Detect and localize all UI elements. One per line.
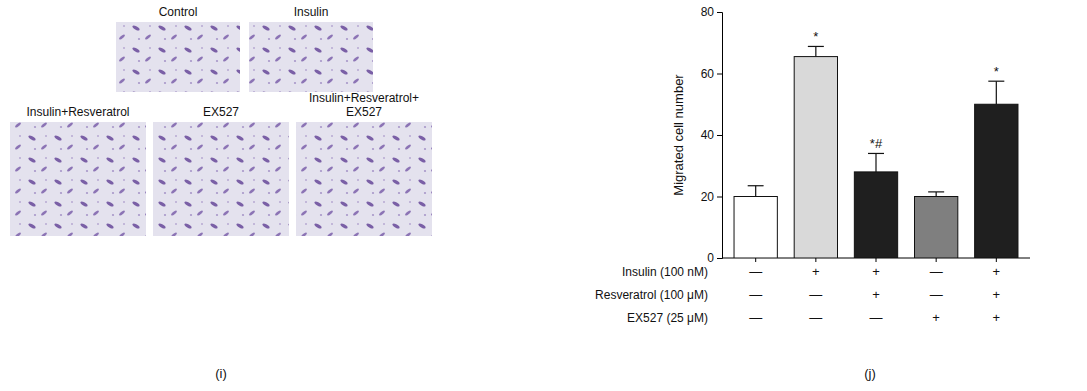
error-cap <box>988 81 1004 82</box>
micrograph <box>116 22 240 92</box>
image-panel: Control Insulin Insulin+Resveratrol EX527 In… <box>10 5 432 236</box>
error-cap <box>808 46 824 47</box>
plot-area <box>734 46 1018 258</box>
y-tick-label: 20 <box>701 190 715 204</box>
image-caption: Insulin+Resveratrol <box>26 105 129 119</box>
x-tick <box>815 258 816 262</box>
image-caption: Insulin+Resveratrol+EX527 <box>309 91 419 119</box>
y-tick-label: 60 <box>701 67 715 81</box>
y-tick-mark <box>717 258 722 259</box>
treatment-mark: — <box>930 264 943 279</box>
error-whisker <box>815 46 816 56</box>
x-tick <box>755 258 756 262</box>
panel-label: (j) <box>864 366 876 381</box>
y-tick-label: 0 <box>707 251 714 265</box>
treatment-mark: — <box>749 310 762 325</box>
treatment-mark: + <box>932 310 940 325</box>
y-tick: 20 <box>701 190 722 204</box>
treatment-mark: — <box>870 310 883 325</box>
error-whisker <box>996 81 997 104</box>
annotations: * *# * <box>813 29 999 151</box>
significance-mark: *# <box>870 136 883 151</box>
error-whisker <box>755 186 756 197</box>
error-bar <box>868 153 884 171</box>
y-tick-mark <box>717 135 722 136</box>
error-cap <box>748 185 764 186</box>
x-tick <box>936 258 937 262</box>
y-tick-label: 80 <box>701 5 715 19</box>
error-bar <box>928 192 944 197</box>
x-tick-mark <box>815 258 816 262</box>
error-bar <box>808 46 824 56</box>
y-axis: 0 20 40 60 80 <box>701 5 723 265</box>
x-tick-mark <box>996 258 997 262</box>
treatment-mark: + <box>993 310 1001 325</box>
error-whisker <box>936 192 937 197</box>
treatment-mark: — <box>809 310 822 325</box>
y-tick-mark <box>717 12 722 13</box>
y-axis-title: Migrated cell number <box>671 74 686 196</box>
treatment-mark: + <box>872 264 880 279</box>
y-axis-line <box>717 13 723 259</box>
significance-mark: * <box>994 64 999 79</box>
bar <box>794 57 837 258</box>
error-bar <box>748 186 764 197</box>
bar <box>975 104 1018 258</box>
figure: Control Insulin Insulin+Resveratrol EX527 In… <box>0 0 1087 391</box>
y-tick-mark <box>717 74 722 75</box>
treatment-mark: — <box>930 287 943 302</box>
image-caption: EX527 <box>203 105 239 119</box>
bar <box>915 197 958 259</box>
treatment-name: Resveratrol (100 μM) <box>595 288 708 302</box>
error-cap <box>928 191 944 192</box>
treatment-mark: — <box>749 264 762 279</box>
y-tick: 60 <box>701 67 722 81</box>
error-whisker <box>875 153 876 171</box>
y-tick: 80 <box>701 5 722 19</box>
error-bar <box>988 81 1004 104</box>
y-tick: 40 <box>701 128 722 142</box>
bar <box>854 172 897 258</box>
x-tick <box>876 258 877 262</box>
x-tick-mark <box>755 258 756 262</box>
micrograph <box>296 122 432 236</box>
error-cap <box>868 153 884 154</box>
x-tick <box>996 258 997 262</box>
micrograph <box>249 22 373 92</box>
micrograph <box>10 122 146 236</box>
treatment-mark: — <box>749 287 762 302</box>
treatment-mark: + <box>872 287 880 302</box>
treatment-name: Insulin (100 nM) <box>622 265 708 279</box>
treatment-mark: + <box>993 264 1001 279</box>
micrograph <box>153 122 289 236</box>
treatment-name: EX527 (25 μM) <box>627 311 708 325</box>
image-caption: Insulin <box>294 5 329 19</box>
y-tick-label: 40 <box>701 128 715 142</box>
image-caption: Control <box>159 5 198 19</box>
y-tick: 0 <box>707 251 722 265</box>
bar <box>734 197 777 259</box>
panel-label: (i) <box>215 366 227 381</box>
x-axis <box>722 258 1030 262</box>
treatment-mark: — <box>809 287 822 302</box>
treatment-table: Insulin (100 nM) — + + — + Resveratrol (100 μM… <box>595 264 1000 325</box>
x-tick-mark <box>876 258 877 262</box>
treatment-mark: + <box>993 287 1001 302</box>
x-tick-mark <box>936 258 937 262</box>
treatment-mark: + <box>812 264 820 279</box>
y-tick-mark <box>717 197 722 198</box>
significance-mark: * <box>813 29 818 44</box>
